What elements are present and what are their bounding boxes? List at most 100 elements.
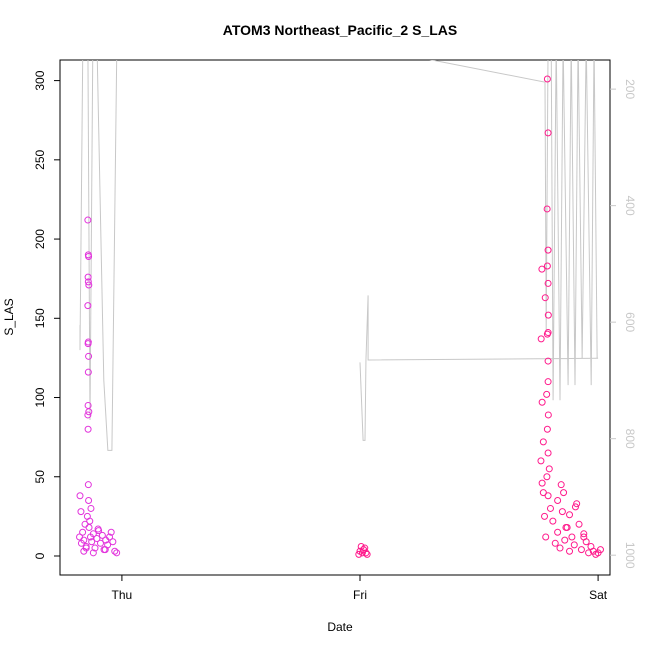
y2-tick-label: 200 xyxy=(623,79,637,99)
point xyxy=(79,528,87,536)
point xyxy=(549,517,557,525)
y-tick-label: 250 xyxy=(33,149,47,169)
point xyxy=(544,411,552,419)
point xyxy=(568,533,576,541)
point xyxy=(87,504,95,512)
point xyxy=(91,544,99,552)
point xyxy=(580,530,588,538)
point xyxy=(86,517,94,525)
point xyxy=(538,479,546,487)
point xyxy=(89,530,97,538)
point xyxy=(84,216,92,224)
point xyxy=(355,550,363,558)
point xyxy=(537,335,545,343)
point xyxy=(560,489,568,497)
point xyxy=(538,265,546,273)
point xyxy=(541,294,549,302)
point xyxy=(107,528,115,536)
y-tick-label: 150 xyxy=(33,308,47,328)
point xyxy=(361,544,369,552)
point xyxy=(77,508,85,516)
point xyxy=(580,533,588,541)
point xyxy=(544,449,552,457)
point xyxy=(84,368,92,376)
point xyxy=(94,525,102,533)
point xyxy=(546,504,554,512)
y-tick-label: 300 xyxy=(33,70,47,90)
point xyxy=(537,457,545,465)
point xyxy=(84,481,92,489)
point xyxy=(109,538,117,546)
point xyxy=(543,425,551,433)
y2-tick-label: 600 xyxy=(623,312,637,332)
point xyxy=(89,549,97,557)
point xyxy=(106,533,114,541)
point xyxy=(82,544,90,552)
pressure-line xyxy=(79,60,599,451)
point xyxy=(111,547,119,555)
x-tick-label: Fri xyxy=(353,588,367,602)
point xyxy=(542,533,550,541)
point xyxy=(543,330,551,338)
point xyxy=(544,279,552,287)
y-axis-label: S_LAS xyxy=(2,298,16,335)
point xyxy=(544,311,552,319)
point xyxy=(544,129,552,137)
point xyxy=(84,302,92,310)
point xyxy=(543,473,551,481)
point xyxy=(544,492,552,500)
point xyxy=(543,262,551,270)
point xyxy=(545,465,553,473)
point xyxy=(573,500,581,508)
point xyxy=(596,546,604,554)
y2-tick-label: 800 xyxy=(623,429,637,449)
point xyxy=(84,411,92,419)
plot-frame xyxy=(59,59,611,576)
x-tick-label: Sat xyxy=(589,588,608,602)
point xyxy=(585,549,593,557)
chart-title: ATOM3 Northeast_Pacific_2 S_LAS xyxy=(223,22,457,38)
point xyxy=(85,252,93,260)
y-tick-label: 50 xyxy=(33,470,47,484)
point xyxy=(85,352,93,360)
point xyxy=(544,357,552,365)
point xyxy=(539,438,547,446)
point xyxy=(539,489,547,497)
point xyxy=(577,546,585,554)
point xyxy=(98,531,106,539)
point xyxy=(93,535,101,543)
y-tick-label: 100 xyxy=(33,387,47,407)
point xyxy=(541,512,549,520)
point xyxy=(85,408,93,416)
point xyxy=(113,549,121,557)
point xyxy=(543,75,551,83)
point xyxy=(84,278,92,286)
point xyxy=(558,508,566,516)
point xyxy=(570,541,578,549)
point xyxy=(88,538,96,546)
point xyxy=(551,539,559,547)
point xyxy=(85,281,93,289)
point xyxy=(96,539,104,547)
x-axis-label: Date xyxy=(327,620,353,634)
point xyxy=(84,340,92,348)
point xyxy=(557,481,565,489)
y2-tick-label: 400 xyxy=(623,196,637,216)
point xyxy=(575,520,583,528)
y2-tick-label: 1000 xyxy=(623,542,637,569)
point xyxy=(84,425,92,433)
point xyxy=(538,398,546,406)
point xyxy=(80,536,88,544)
point xyxy=(85,497,93,505)
point xyxy=(566,547,574,555)
point xyxy=(543,390,551,398)
point xyxy=(556,544,564,552)
plot-area xyxy=(76,60,604,558)
point xyxy=(363,550,371,558)
point xyxy=(554,528,562,536)
point xyxy=(554,497,562,505)
y-tick-label: 200 xyxy=(33,229,47,249)
point xyxy=(543,205,551,213)
point xyxy=(561,536,569,544)
